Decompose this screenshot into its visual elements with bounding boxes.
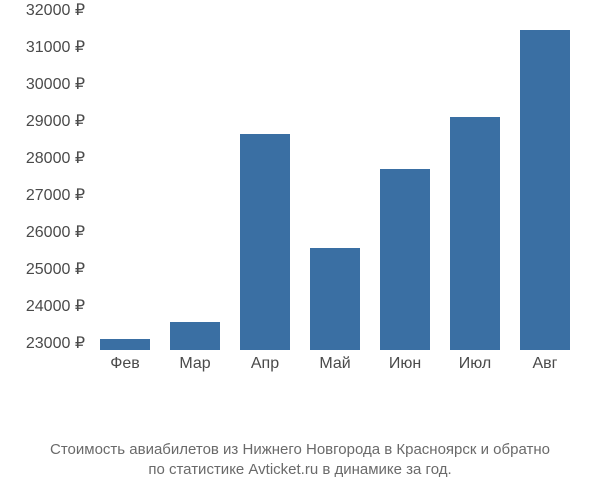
x-tick-label: Фев [110, 355, 140, 373]
y-tick-label: 32000 ₽ [10, 0, 85, 20]
y-tick-label: 30000 ₽ [10, 74, 85, 94]
x-tick-label: Мар [179, 355, 210, 373]
bar [170, 322, 220, 350]
bars-container [90, 10, 580, 350]
bar [450, 117, 500, 350]
caption-line-1: Стоимость авиабилетов из Нижнего Новгоро… [50, 441, 550, 458]
y-tick-label: 24000 ₽ [10, 296, 85, 316]
bar [520, 30, 570, 350]
bar [100, 339, 150, 350]
x-tick-label: Авг [532, 355, 557, 373]
y-tick-label: 28000 ₽ [10, 148, 85, 168]
price-chart: 23000 ₽24000 ₽25000 ₽26000 ₽27000 ₽28000… [90, 10, 580, 390]
chart-caption: Стоимость авиабилетов из Нижнего Новгоро… [0, 440, 600, 481]
y-tick-label: 29000 ₽ [10, 111, 85, 131]
bar [240, 134, 290, 350]
y-tick-label: 23000 ₽ [10, 333, 85, 353]
x-tick-label: Май [319, 355, 350, 373]
y-tick-label: 25000 ₽ [10, 259, 85, 279]
bar [380, 169, 430, 350]
y-axis: 23000 ₽ 24000 ₽ 25000 ₽ 26000 ₽ 27000 ₽ 28000… [10, 10, 85, 350]
y-tick-label: 31000 ₽ [10, 37, 85, 57]
x-tick-label: Июл [459, 355, 491, 373]
x-axis: Фев Мар Апр Май Июн Июл Авг [90, 355, 580, 385]
plot-area: 23000 ₽24000 ₽25000 ₽26000 ₽27000 ₽28000… [90, 10, 580, 350]
x-tick-label: Июн [389, 355, 421, 373]
x-tick-label: Апр [251, 355, 279, 373]
y-tick-label: 27000 ₽ [10, 185, 85, 205]
bar [310, 248, 360, 350]
y-tick-label: 26000 ₽ [10, 222, 85, 242]
caption-line-2: по статистике Avticket.ru в динамике за … [148, 461, 451, 478]
